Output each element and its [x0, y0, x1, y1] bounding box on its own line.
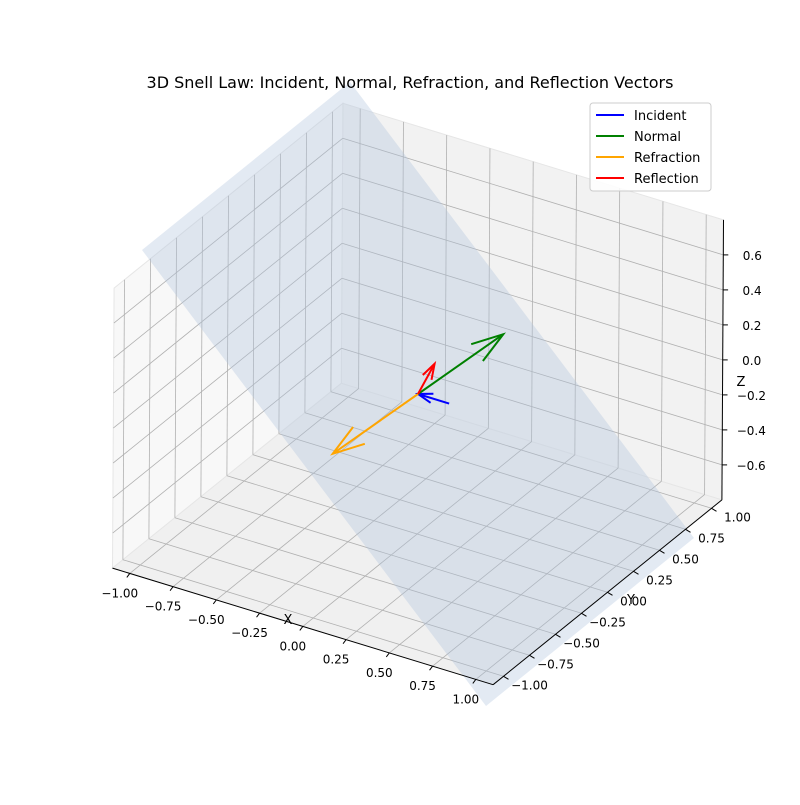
grid-back-z [342, 137, 724, 256]
x-tick-mark [256, 612, 260, 618]
grid-floor-y [200, 496, 582, 614]
y-tick-mark [555, 633, 561, 638]
y-tick-mark [633, 570, 639, 575]
z-tick-label: 0.0 [742, 354, 761, 368]
grid-side-z [112, 312, 342, 499]
x-tick-label: 0.75 [409, 679, 436, 693]
z-tick-label: 0.4 [743, 284, 762, 298]
x-tick-label: 0.25 [323, 653, 350, 667]
y-tick-label: −0.75 [537, 657, 574, 671]
grid-back-z [341, 242, 723, 361]
y-tick-mark [659, 549, 665, 554]
y-tick-label: 1.00 [724, 510, 751, 524]
grid-side-z [113, 207, 343, 394]
x-tick-label: 1.00 [452, 692, 479, 706]
y-tick-label: 0.75 [698, 531, 725, 545]
vector-normal-head [470, 332, 506, 362]
x-tick-label: 0.00 [279, 639, 306, 653]
grid-floor-y [304, 412, 686, 530]
z-axis-label: Z [737, 375, 746, 390]
x-tick-label: −0.75 [145, 600, 182, 614]
grid-floor-y [122, 559, 504, 677]
grid-side-z [112, 277, 343, 464]
grid-lines [112, 108, 724, 680]
vector-incident [417, 393, 450, 405]
grid-side-z [113, 242, 343, 429]
legend-label-refraction: Refraction [634, 151, 700, 166]
vector-normal [417, 333, 504, 395]
grid-floor-y [174, 517, 556, 635]
x-tick-mark [472, 679, 477, 684]
x-tick-mark [342, 639, 347, 644]
x-tick-label: −1.00 [101, 586, 138, 600]
grid-side-z [113, 172, 343, 359]
grid-back-z [341, 277, 723, 396]
grid-back-z [342, 172, 724, 291]
grid-side-z [112, 347, 342, 534]
y-tick-mark [581, 612, 587, 617]
x-tick-mark [212, 599, 217, 605]
grid-floor-y [226, 475, 608, 593]
tick-layer: −1.00 −0.75 −0.50 −0.25 0.00 0.25 0.50 0.75 1.00… [101, 219, 766, 706]
grid-back-z [342, 207, 724, 326]
z-tick-label: −0.4 [737, 424, 766, 438]
grid-side-z [113, 137, 343, 324]
y-tick-label: 0.50 [672, 552, 699, 566]
legend-label-normal: Normal [634, 130, 681, 145]
y-tick-mark [711, 507, 717, 512]
x-tick-mark [126, 573, 131, 578]
z-tick-label: −0.2 [737, 389, 766, 403]
vector-refraction [332, 393, 419, 455]
y-tick-mark [529, 654, 535, 659]
grid-back-z [341, 312, 723, 431]
grid-floor-y [278, 433, 660, 551]
z-tick-label: −0.6 [737, 459, 766, 473]
y-tick-label: −0.50 [563, 636, 600, 650]
z-tick-label: 0.6 [743, 249, 762, 263]
vector-layer [330, 332, 506, 456]
vector-refraction-head [330, 426, 366, 456]
y-tick-mark [685, 528, 691, 533]
grid-floor-y [252, 454, 634, 572]
z-tick-label: 0.2 [742, 319, 761, 333]
legend-label-reflection: Reflection [634, 172, 699, 187]
y-tick-label: 0.00 [620, 594, 647, 608]
y-axis-label: Y [626, 593, 635, 608]
x-tick-label: −0.50 [188, 613, 225, 627]
y-tick-label: −1.00 [511, 678, 548, 692]
x-tick-mark [169, 586, 174, 591]
legend-frame [589, 102, 712, 192]
y-tick-label: 0.25 [646, 573, 673, 587]
legend-label-incident: Incident [634, 109, 686, 124]
y-tick-label: −0.25 [589, 615, 626, 629]
chart-title: 3D Snell Law: Incident, Normal, Refracti… [147, 73, 674, 92]
vector-reflection [417, 363, 436, 395]
grid-back-z [341, 347, 723, 466]
vector-reflection-head [422, 360, 437, 380]
x-tick-label: −0.25 [231, 626, 268, 640]
x-axis-label: X [284, 613, 293, 628]
grid-floor-y [148, 538, 530, 656]
x-tick-label: 0.50 [366, 666, 393, 680]
x-tick-mark [299, 626, 304, 631]
y-tick-mark [503, 675, 509, 680]
x-tick-mark [385, 652, 390, 658]
y-tick-mark [607, 591, 613, 596]
x-tick-mark [429, 665, 433, 671]
legend: Incident Normal Refraction Reflection [589, 102, 712, 192]
